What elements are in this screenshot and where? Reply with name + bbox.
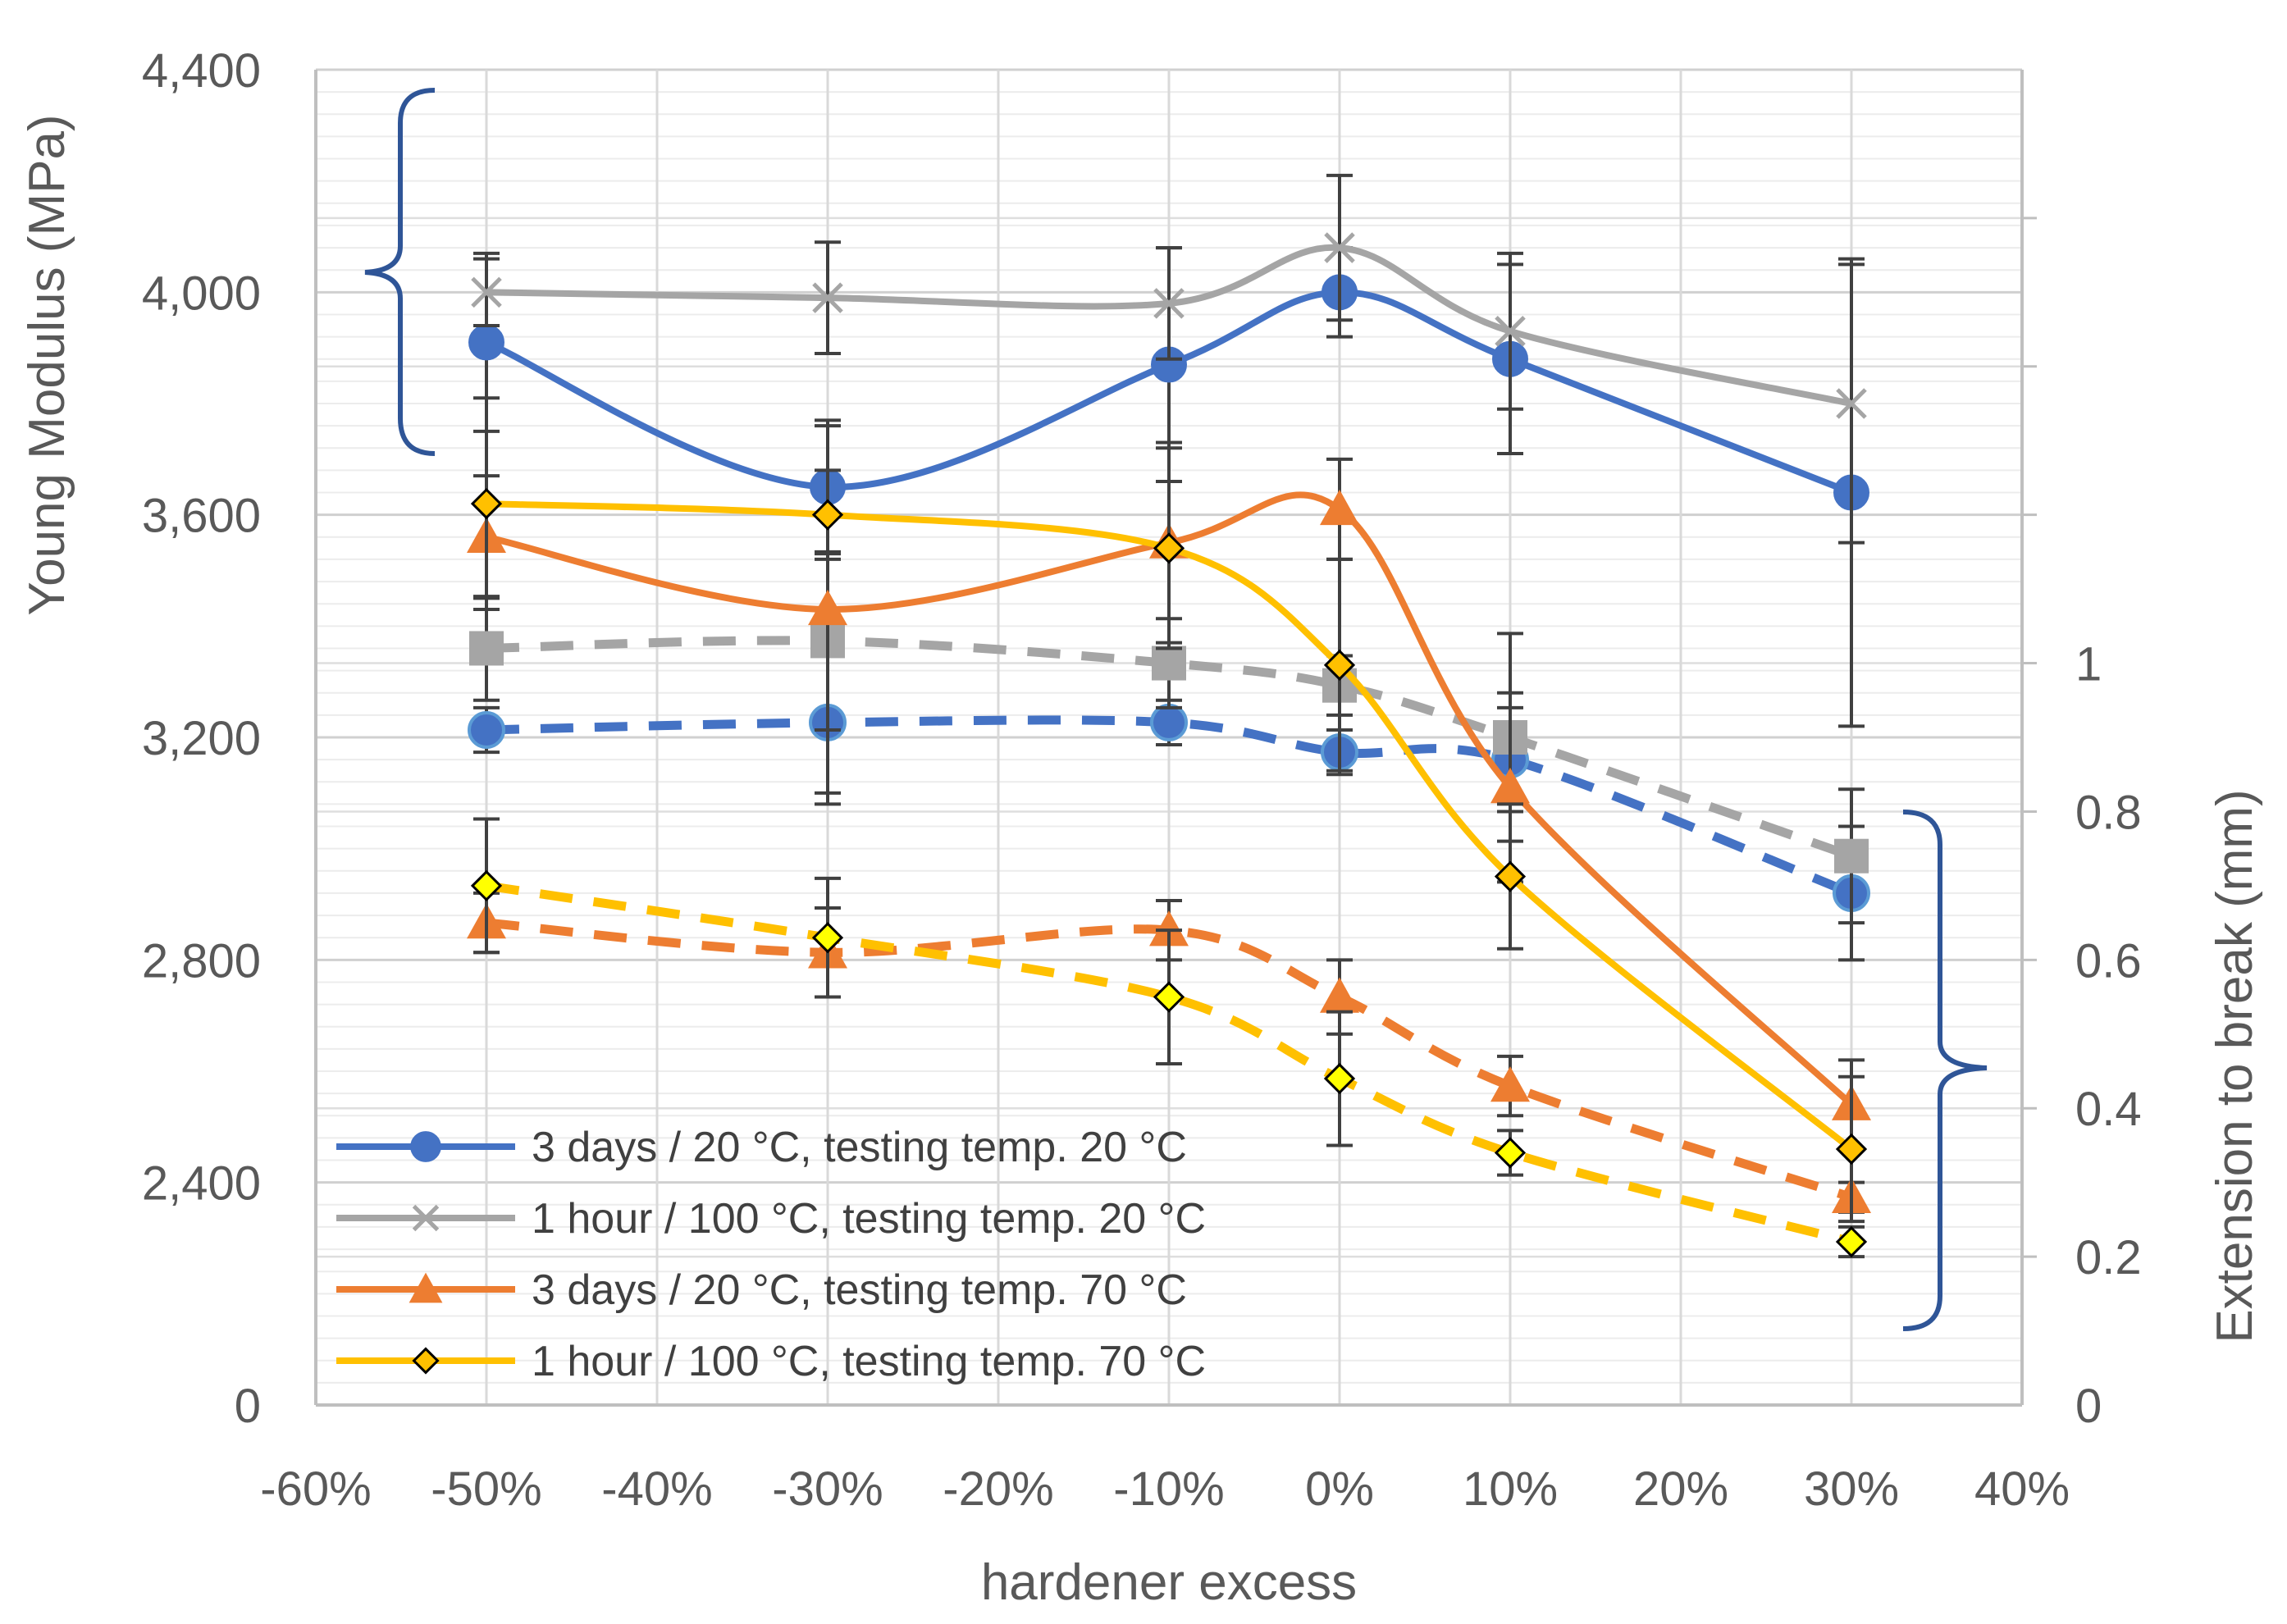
y-tick-label: 4,000 — [142, 267, 261, 320]
data-point-diamond — [1494, 1137, 1527, 1169]
x-tick-label: -60% — [260, 1462, 371, 1516]
data-point-x — [1495, 316, 1526, 347]
data-point-diamond — [1323, 1062, 1356, 1095]
extension-line — [486, 918, 1853, 1202]
modulus-series-2 — [471, 173, 1867, 545]
legend-label: 3 days / 20 °C, testing temp. 70 °C — [532, 1266, 1187, 1314]
y-axis-title: Young Modulus (MPa) — [19, 114, 75, 615]
data-point-x — [1836, 388, 1867, 419]
data-point-diamond — [1153, 981, 1185, 1013]
data-point-diamond — [470, 487, 503, 520]
x-tick-label: -40% — [601, 1462, 712, 1516]
y-tick-label: 2,800 — [142, 934, 261, 988]
data-point-diamond — [1494, 860, 1527, 892]
x-tick-label: -10% — [1113, 1462, 1224, 1516]
x-tick-label: 40% — [1974, 1462, 2070, 1516]
y2-tick-label: 0.4 — [2075, 1083, 2142, 1136]
data-point-diamond — [1835, 1133, 1868, 1166]
data-point-x — [471, 276, 502, 308]
legend-item: 3 days / 20 °C, testing temp. 20 °C — [336, 1124, 1187, 1171]
x-tick-label: 0% — [1305, 1462, 1374, 1516]
data-point-square — [469, 631, 504, 666]
legend-label: 1 hour / 100 °C, testing temp. 20 °C — [532, 1195, 1206, 1243]
data-point-triangle — [1320, 977, 1359, 1013]
legend-item: 3 days / 20 °C, testing temp. 70 °C — [336, 1266, 1187, 1314]
data-point-triangle — [1320, 489, 1359, 526]
x-tick-label: -20% — [943, 1462, 1053, 1516]
legend-label: 3 days / 20 °C, testing temp. 20 °C — [532, 1124, 1187, 1171]
data-point-diamond — [811, 922, 844, 954]
x-tick-label: -50% — [431, 1462, 541, 1516]
data-point-circle — [410, 1131, 441, 1162]
x-axis-title: hardener excess — [981, 1554, 1357, 1611]
extension-series-4 — [470, 817, 1868, 1259]
data-point-triangle — [1149, 910, 1189, 947]
y2-tick-label: 0.8 — [2075, 786, 2142, 839]
left-bracket — [364, 88, 436, 456]
data-point-circle — [468, 324, 504, 361]
data-point-diamond — [1323, 649, 1356, 681]
x-tick-label: -30% — [772, 1462, 883, 1516]
data-point-triangle — [409, 1272, 443, 1303]
y2-tick-label: 1 — [2075, 638, 2102, 691]
data-point-x — [412, 1204, 440, 1232]
data-point-x — [1153, 288, 1185, 319]
data-point-diamond — [811, 499, 844, 531]
extension-line — [486, 636, 1853, 860]
legend: 3 days / 20 °C, testing temp. 20 °C 1 hou… — [336, 1124, 1206, 1385]
data-point-square — [1152, 645, 1186, 681]
axes: 0 2,400 2,800 3,200 3,600 4,000 4,400 0 0.2 0.4 0.… — [142, 44, 2142, 1516]
y2-axis-title: Extension to break (mm) — [2207, 789, 2263, 1343]
modulus-line — [486, 244, 1852, 407]
data-point-diamond — [470, 869, 503, 902]
legend-item: 1 hour / 100 °C, testing temp. 70 °C — [336, 1338, 1206, 1385]
data-point-diamond — [1835, 1225, 1868, 1258]
modulus-line — [486, 491, 1854, 1107]
brackets — [364, 88, 1988, 1331]
data-point-triangle — [808, 589, 847, 626]
data-point-circle — [468, 710, 505, 749]
y2-tick-label: 0.2 — [2075, 1231, 2142, 1284]
legend-item: 1 hour / 100 °C, testing temp. 20 °C — [336, 1195, 1206, 1243]
x-tick-label: 30% — [1804, 1462, 1899, 1516]
data-point-diamond — [1153, 532, 1185, 564]
extension-line — [486, 881, 1853, 1247]
x-tick-label: 10% — [1463, 1462, 1558, 1516]
data-point-square — [1834, 838, 1869, 874]
modulus-line — [486, 500, 1854, 1152]
data-point-triangle — [1490, 768, 1530, 804]
series-layer — [467, 173, 1871, 1259]
y-tick-label: 2,400 — [142, 1157, 261, 1211]
y2-tick-label: 0.6 — [2075, 934, 2142, 988]
data-point-diamond — [412, 1347, 440, 1375]
data-point-triangle — [1490, 1066, 1530, 1102]
right-bracket — [1902, 810, 1988, 1331]
x-tick-label: 20% — [1633, 1462, 1728, 1516]
legend-label: 1 hour / 100 °C, testing temp. 70 °C — [532, 1338, 1206, 1385]
modulus-line — [485, 289, 1853, 496]
y2-tick-label: 0 — [2075, 1380, 2102, 1433]
data-point-x — [812, 282, 843, 313]
data-point-x — [1324, 232, 1355, 263]
y-tick-label: 3,200 — [142, 712, 261, 765]
data-point-circle — [1150, 703, 1188, 741]
y-tick-label: 3,600 — [142, 490, 261, 543]
y-tick-label: 0 — [235, 1380, 261, 1433]
y-tick-label: 4,400 — [142, 44, 261, 98]
modulus-series-4 — [470, 396, 1868, 1224]
